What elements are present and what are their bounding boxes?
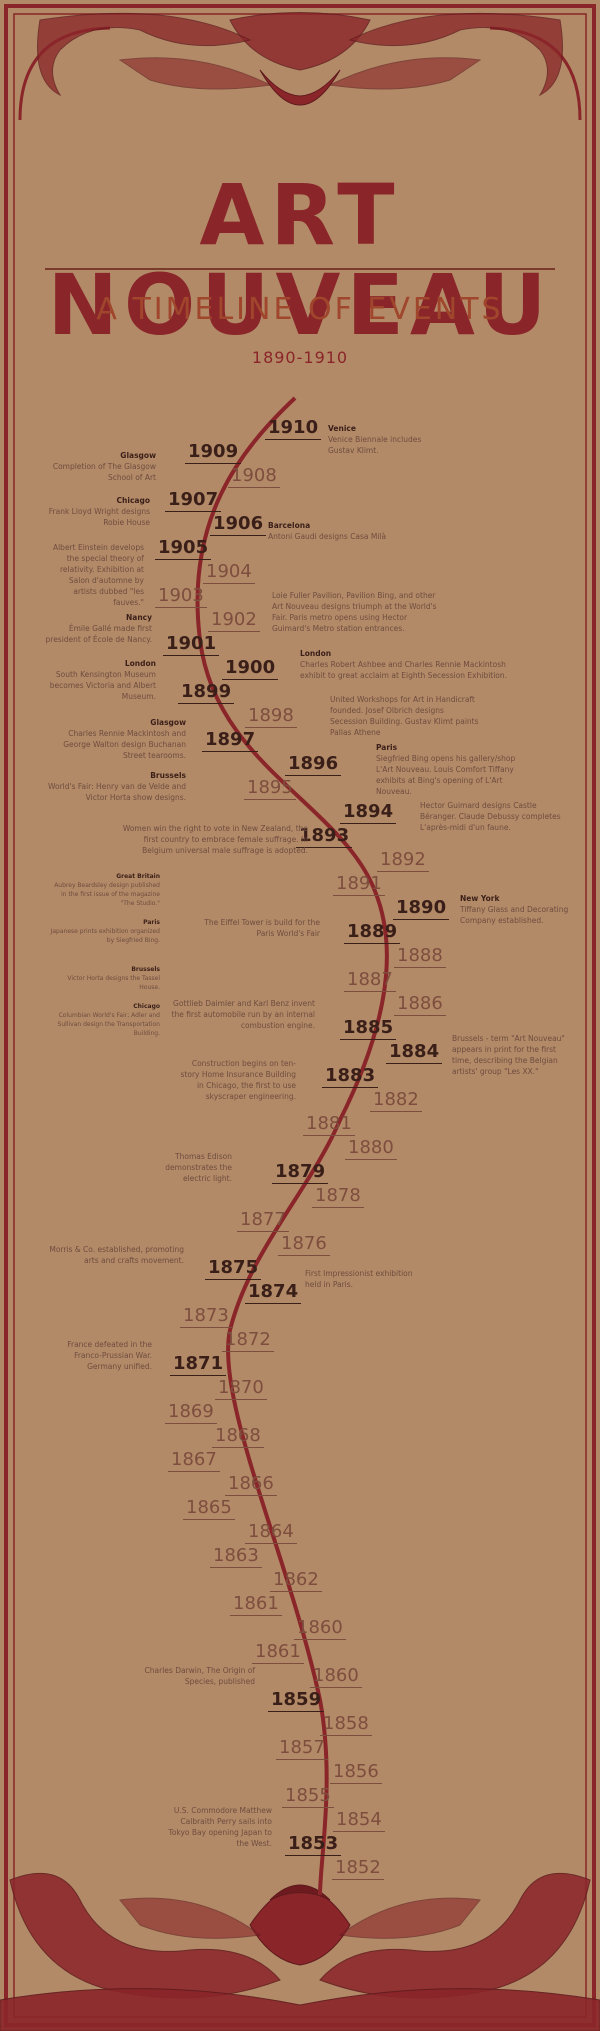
year-label: 1907 (165, 490, 222, 512)
year-label: 1853 (285, 1834, 342, 1856)
year-label: 1852 (332, 1858, 384, 1880)
year-label: 1889 (344, 922, 401, 944)
event-great-britain: Great Britain Aubrey Beardsley design pub… (54, 873, 160, 907)
year-label: 1896 (285, 754, 342, 776)
event-eiffel-1889: The Eiffel Tower is build for the Paris … (204, 918, 320, 938)
year-label: 1910 (265, 418, 322, 440)
year-label: 1874 (245, 1282, 302, 1304)
year-label: 1877 (237, 1210, 289, 1232)
year-label: 1902 (208, 610, 260, 632)
event-edison-1879: Thomas Edison demonstrates the electric … (165, 1152, 232, 1183)
title-divider (45, 268, 555, 270)
top-ornament (37, 12, 563, 106)
year-label: 1892 (377, 850, 429, 872)
year-label: 1885 (340, 1018, 397, 1040)
year-label: 1883 (322, 1066, 379, 1088)
year-label: 1865 (183, 1498, 235, 1520)
year-label: 1867 (168, 1450, 220, 1472)
event-glasgow-1909: Glasgow Completion of The Glasgow School … (52, 451, 156, 482)
year-label: 1856 (330, 1762, 382, 1784)
year-label: 1905 (155, 538, 212, 560)
event-morris-1875: Morris & Co. established, promoting arts… (49, 1245, 184, 1265)
year-label: 1860 (310, 1666, 362, 1688)
event-chicago-1907: Chicago Frank Lloyd Wright designs Robie … (48, 496, 150, 527)
event-paris-1896: Paris Siegfried Bing opens his gallery/sh… (376, 743, 516, 796)
event-brussels-tassel: Brussels Victor Horta designs the Tassel … (67, 966, 160, 991)
year-label: 1862 (270, 1570, 322, 1592)
year-label: 1884 (386, 1042, 443, 1064)
event-new-york-1890: New York Tiffany Glass and Decorating Com… (460, 894, 569, 925)
year-label: 1860 (294, 1618, 346, 1640)
event-perry-1853: U.S. Commodore Matthew Calbraith Perry s… (168, 1806, 272, 1848)
event-glasgow-1897: Glasgow Charles Rennie Mackintosh and Geo… (63, 718, 186, 760)
year-label: 1897 (202, 730, 259, 752)
event-london-1900: London Charles Robert Ashbee and Charles … (300, 649, 508, 680)
year-label: 1864 (245, 1522, 297, 1544)
year-label: 1866 (225, 1474, 277, 1496)
bottom-ornament (0, 1872, 600, 2031)
year-label: 1899 (178, 682, 235, 704)
event-london-1899: London South Kensington Museum becomes Vi… (49, 659, 156, 701)
year-label: 1858 (320, 1714, 372, 1736)
year-label: 1891 (333, 874, 385, 896)
year-label: 1888 (394, 946, 446, 968)
year-label: 1893 (296, 826, 353, 848)
year-label: 1863 (210, 1546, 262, 1568)
event-brussels-1897: Brussels World's Fair: Henry van de Velde… (48, 771, 186, 802)
event-darwin-1859: Charles Darwin, The Origin of Species, p… (144, 1666, 255, 1686)
year-label: 1900 (222, 658, 279, 680)
year-label: 1904 (203, 562, 255, 584)
year-label: 1871 (170, 1354, 227, 1376)
event-worlds-fair-1900: Loie Fuller Pavilion, Pavilion Bing, and… (272, 591, 437, 633)
year-label: 1886 (394, 994, 446, 1016)
year-label: 1890 (393, 898, 450, 920)
year-label: 1854 (333, 1810, 385, 1832)
event-impressionist-1874: First Impressionist exhibition held in P… (305, 1269, 413, 1289)
year-label: 1887 (344, 970, 396, 992)
year-label: 1873 (180, 1306, 232, 1328)
page-title: ART NOUVEAU (47, 166, 553, 354)
year-label: 1894 (340, 802, 397, 824)
event-vienna-1898: United Workshops for Art in Handicraft f… (330, 695, 479, 737)
year-label: 1898 (245, 706, 297, 728)
year-label: 1901 (163, 634, 220, 656)
year-label: 1855 (282, 1786, 334, 1808)
year-label: 1878 (312, 1186, 364, 1208)
year-label: 1861 (252, 1642, 304, 1664)
year-label: 1875 (205, 1258, 262, 1280)
event-brussels-1884: Brussels - term "Art Nouveau" appears in… (452, 1034, 565, 1076)
event-chicago-fair: Chicago Columbian World's Fair; Adler and… (57, 1003, 160, 1037)
year-label: 1861 (230, 1594, 282, 1616)
event-automobile-1885: Gottlieb Daimler and Karl Benz invent th… (171, 999, 316, 1030)
event-venice-1910: Venice Venice Biennale includes Gustav Kl… (328, 424, 422, 455)
event-prussian-war-1871: France defeated in the Franco-Prussian W… (67, 1340, 152, 1371)
event-nancy-1901: Nancy Émile Gallé made first president of… (45, 613, 152, 644)
year-label: 1879 (272, 1162, 329, 1184)
year-label: 1908 (228, 466, 280, 488)
date-range: 1890-1910 (251, 348, 349, 367)
page-subtitle: A TIMELINE OF EVENTS (96, 292, 504, 327)
year-label: 1909 (185, 442, 242, 464)
year-label: 1870 (215, 1378, 267, 1400)
year-label: 1857 (276, 1738, 328, 1760)
event-barcelona-1906: Barcelona Antoni Gaudi designs Casa Milà (268, 521, 387, 541)
year-label: 1859 (268, 1690, 325, 1712)
year-label: 1882 (370, 1090, 422, 1112)
year-label: 1868 (212, 1426, 264, 1448)
year-label: 1872 (222, 1330, 274, 1352)
year-label: 1880 (345, 1138, 397, 1160)
year-label: 1895 (244, 778, 296, 800)
year-label: 1869 (165, 1402, 217, 1424)
year-label: 1906 (210, 514, 267, 536)
event-suffrage-1893: Women win the right to vote in New Zeala… (122, 824, 308, 855)
year-label: 1903 (155, 586, 207, 608)
year-label: 1876 (278, 1234, 330, 1256)
event-guimard-1894: Hector Guimard designs Castle Béranger. … (420, 801, 561, 832)
event-skyscraper-1883: Construction begins on ten-story Home In… (180, 1059, 296, 1101)
event-einstein-1905: Albert Einstein develops the special the… (52, 543, 144, 607)
year-label: 1881 (303, 1114, 355, 1136)
event-paris-prints: Paris Japanese prints exhibition organize… (50, 919, 160, 944)
